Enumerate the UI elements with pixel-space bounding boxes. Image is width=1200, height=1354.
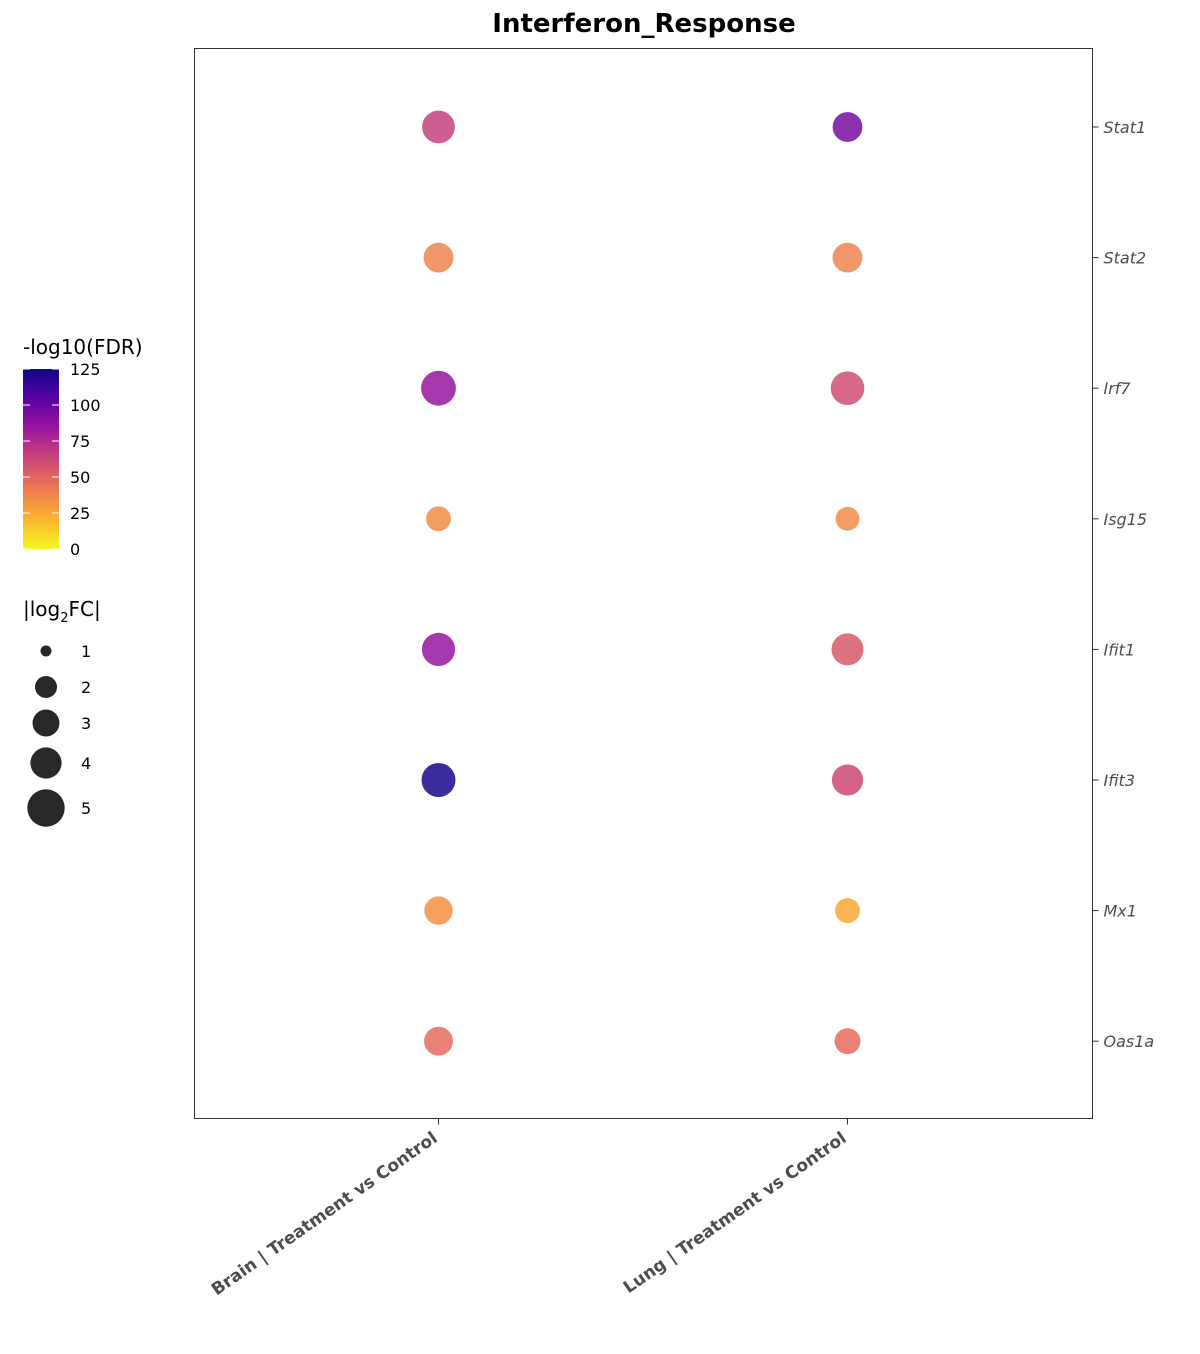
size-legend-label-3: 3: [81, 714, 91, 733]
dot-ifit1-brain: [421, 632, 456, 667]
size-legend-dot-2: [34, 675, 58, 699]
color-legend-title: -log10(FDR): [23, 335, 143, 359]
color-legend-ticks: 0 25 50 75 100 125: [23, 360, 101, 559]
size-legend-label-5: 5: [81, 799, 91, 818]
y-tick-label-stat2: Stat2: [1104, 249, 1147, 268]
color-legend: -log10(FDR) 0 25 50 75 100 125: [23, 335, 143, 559]
y-tick-label-oas1a: Oas1a: [1104, 1032, 1155, 1051]
color-legend-bar: [23, 369, 59, 549]
dot-stat2-lung: [832, 242, 863, 273]
dot-irf7-lung: [830, 371, 865, 406]
color-legend-label-100: 100: [70, 396, 101, 415]
dot-ifit3-brain: [421, 763, 456, 797]
size-legend-dot-1: [40, 645, 52, 657]
y-tick-label-mx1: Mx1: [1104, 902, 1137, 921]
dot-isg15-lung: [835, 506, 860, 531]
dot-irf7-brain: [421, 370, 456, 406]
size-legend: |log2FC| 1 2 3 4 5: [23, 597, 101, 827]
dot-ifit1-lung: [831, 633, 864, 666]
dot-ifit3-lung: [831, 764, 864, 796]
size-legend-items: 1 2 3 4 5: [27, 642, 91, 827]
color-legend-label-50: 50: [70, 468, 90, 487]
dot-stat1-lung: [832, 112, 863, 142]
dot-oas1a-brain: [424, 1026, 453, 1056]
dot-oas1a-lung: [834, 1028, 861, 1055]
y-tick-label-isg15: Isg15: [1104, 510, 1148, 529]
size-legend-title: |log2FC|: [23, 597, 101, 626]
points-layer: [421, 110, 865, 1056]
y-axis: Stat1 Stat2 Irf7 Isg15 Ifit1 Ifit3 Mx1 Oas1a: [1092, 118, 1155, 1051]
dot-stat2-brain: [423, 242, 454, 273]
size-legend-label-4: 4: [81, 754, 91, 773]
size-legend-label-2: 2: [81, 678, 91, 697]
size-legend-title-subscript: 2: [60, 611, 68, 626]
size-legend-label-1: 1: [81, 642, 91, 661]
color-legend-label-25: 25: [70, 504, 90, 523]
size-legend-dot-4: [30, 747, 62, 779]
dot-isg15-brain: [426, 506, 451, 532]
size-legend-dot-5: [27, 789, 65, 827]
color-legend-label-0: 0: [70, 540, 80, 559]
size-legend-dot-3: [32, 709, 60, 737]
color-legend-label-125: 125: [70, 360, 101, 379]
y-tick-label-stat1: Stat1: [1104, 118, 1147, 137]
y-tick-label-ifit3: Ifit3: [1104, 771, 1136, 790]
plot-panel: [194, 48, 1093, 1119]
color-legend-label-75: 75: [70, 432, 90, 451]
dot-mx1-brain: [424, 896, 453, 925]
dot-mx1-lung: [835, 898, 860, 924]
x-axis: Brain | Treatment vs Control Lung | Treat…: [208, 1118, 850, 1300]
x-tick-label-lung: Lung | Treatment vs Control: [620, 1128, 850, 1298]
chart-title: Interferon_Response: [492, 9, 795, 39]
y-tick-label-ifit1: Ifit1: [1104, 640, 1136, 659]
x-tick-label-brain: Brain | Treatment vs Control: [208, 1128, 441, 1300]
y-tick-label-irf7: Irf7: [1104, 379, 1132, 398]
dot-stat1-brain: [422, 110, 455, 144]
